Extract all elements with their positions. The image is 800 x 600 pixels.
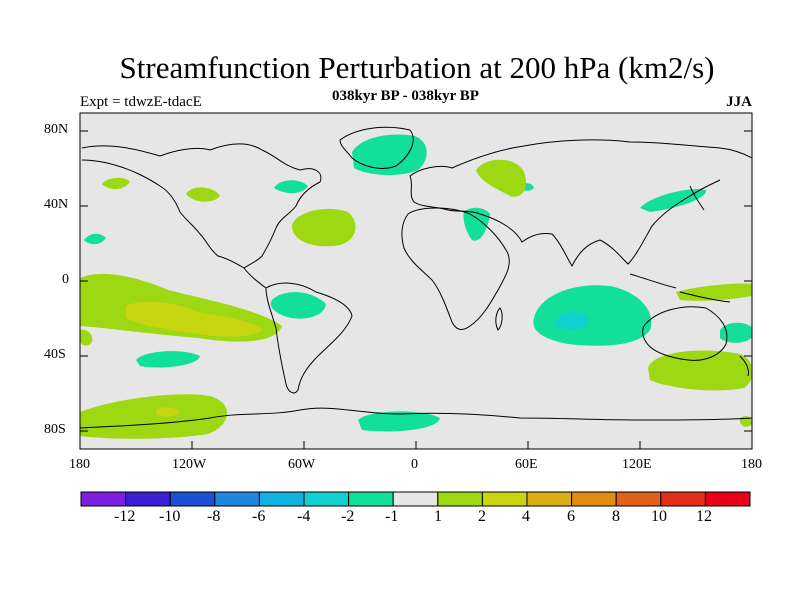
contour-region-north-atlantic-positive <box>292 208 356 247</box>
colorbar-label: -2 <box>341 508 355 525</box>
colorbar-swatch <box>214 491 260 507</box>
colorbar-label: 6 <box>567 508 575 525</box>
lon-tick-label: 0 <box>411 457 418 472</box>
contour-region-indian-ocean <box>533 285 652 346</box>
lon-tick-label: 180 <box>741 457 762 472</box>
contour-region-central-asia <box>476 159 527 197</box>
contour-region-south-indian-small <box>720 322 752 343</box>
contour-region-central-north-pacific <box>186 187 220 202</box>
lat-tick-label: 40S <box>44 347 66 362</box>
lat-tick-label: 80N <box>44 122 69 137</box>
colorbar-label: 10 <box>651 508 667 525</box>
colorbar-label: 4 <box>522 508 530 525</box>
contour-region-west-pacific <box>84 233 106 245</box>
contour-region-mediterranean <box>463 207 490 241</box>
colorbar-label: -4 <box>297 508 311 525</box>
colorbar-swatch <box>615 491 662 507</box>
season-label: JJA <box>726 94 752 110</box>
colorbar-swatch <box>704 491 751 507</box>
colorbar-label: -1 <box>385 508 399 525</box>
lon-tick-label: 120E <box>622 457 652 472</box>
colorbar-label: 12 <box>696 508 712 525</box>
lon-tick-label: 60W <box>288 457 316 472</box>
contour-region-south-pacific-small <box>136 351 200 368</box>
contour-region-southern-ocean <box>80 394 228 439</box>
contour-region-south-pacific-core <box>126 301 262 337</box>
contour-region-north-pacific <box>102 177 130 190</box>
contour-region-antarctic-atlantic <box>358 411 440 432</box>
colorbar-swatch <box>258 491 305 507</box>
lon-tick-label: 180 <box>69 457 90 472</box>
colorbar-swatch <box>481 491 528 507</box>
colorbar-swatch <box>660 491 706 507</box>
lat-tick-label: 0 <box>62 272 69 287</box>
colorbar-label: -12 <box>114 508 136 525</box>
contour-region-south-atlantic <box>270 292 326 319</box>
colorbar-swatch <box>571 491 617 507</box>
colorbar-swatch <box>125 491 171 507</box>
contour-region-east-asia <box>640 189 707 212</box>
contour-region-indian-core <box>555 312 589 331</box>
colorbar-label: -6 <box>252 508 266 525</box>
colorbar-swatch <box>392 491 439 507</box>
contour-region-north-atlantic <box>352 134 427 176</box>
contour-region-greenland-small <box>274 180 308 194</box>
colorbar <box>80 491 751 507</box>
colorbar-swatch <box>348 491 394 507</box>
contour-region-australia-south <box>648 350 752 391</box>
plot-subtitle: 038kyr BP - 038kyr BP <box>332 88 479 104</box>
lat-tick-label: 40N <box>44 197 69 212</box>
colorbar-label: 1 <box>434 508 442 525</box>
lon-tick-label: 120W <box>172 457 207 472</box>
colorbar-label: 8 <box>612 508 620 525</box>
colorbar-swatch <box>526 491 573 507</box>
colorbar-swatch <box>169 491 216 507</box>
colorbar-label: -10 <box>159 508 181 525</box>
contour-region-indonesia <box>676 283 752 301</box>
colorbar-swatch <box>80 491 127 507</box>
colorbar-label: 2 <box>478 508 486 525</box>
contour-region-southern-ocean-core <box>156 407 180 417</box>
coastlines <box>80 126 752 429</box>
plot-title: Streamfunction Perturbation at 200 hPa (… <box>119 50 715 85</box>
contour-region-south-pacific-west <box>80 329 93 346</box>
colorbar-swatch <box>303 491 350 507</box>
lat-tick-label: 80S <box>44 422 66 437</box>
lon-tick-label: 60E <box>515 457 538 472</box>
tick-marks <box>80 130 752 449</box>
colorbar-swatch <box>437 491 483 507</box>
colorbar-label: -8 <box>207 508 221 525</box>
experiment-label: Expt = tdwzE-tdacE <box>80 94 202 110</box>
